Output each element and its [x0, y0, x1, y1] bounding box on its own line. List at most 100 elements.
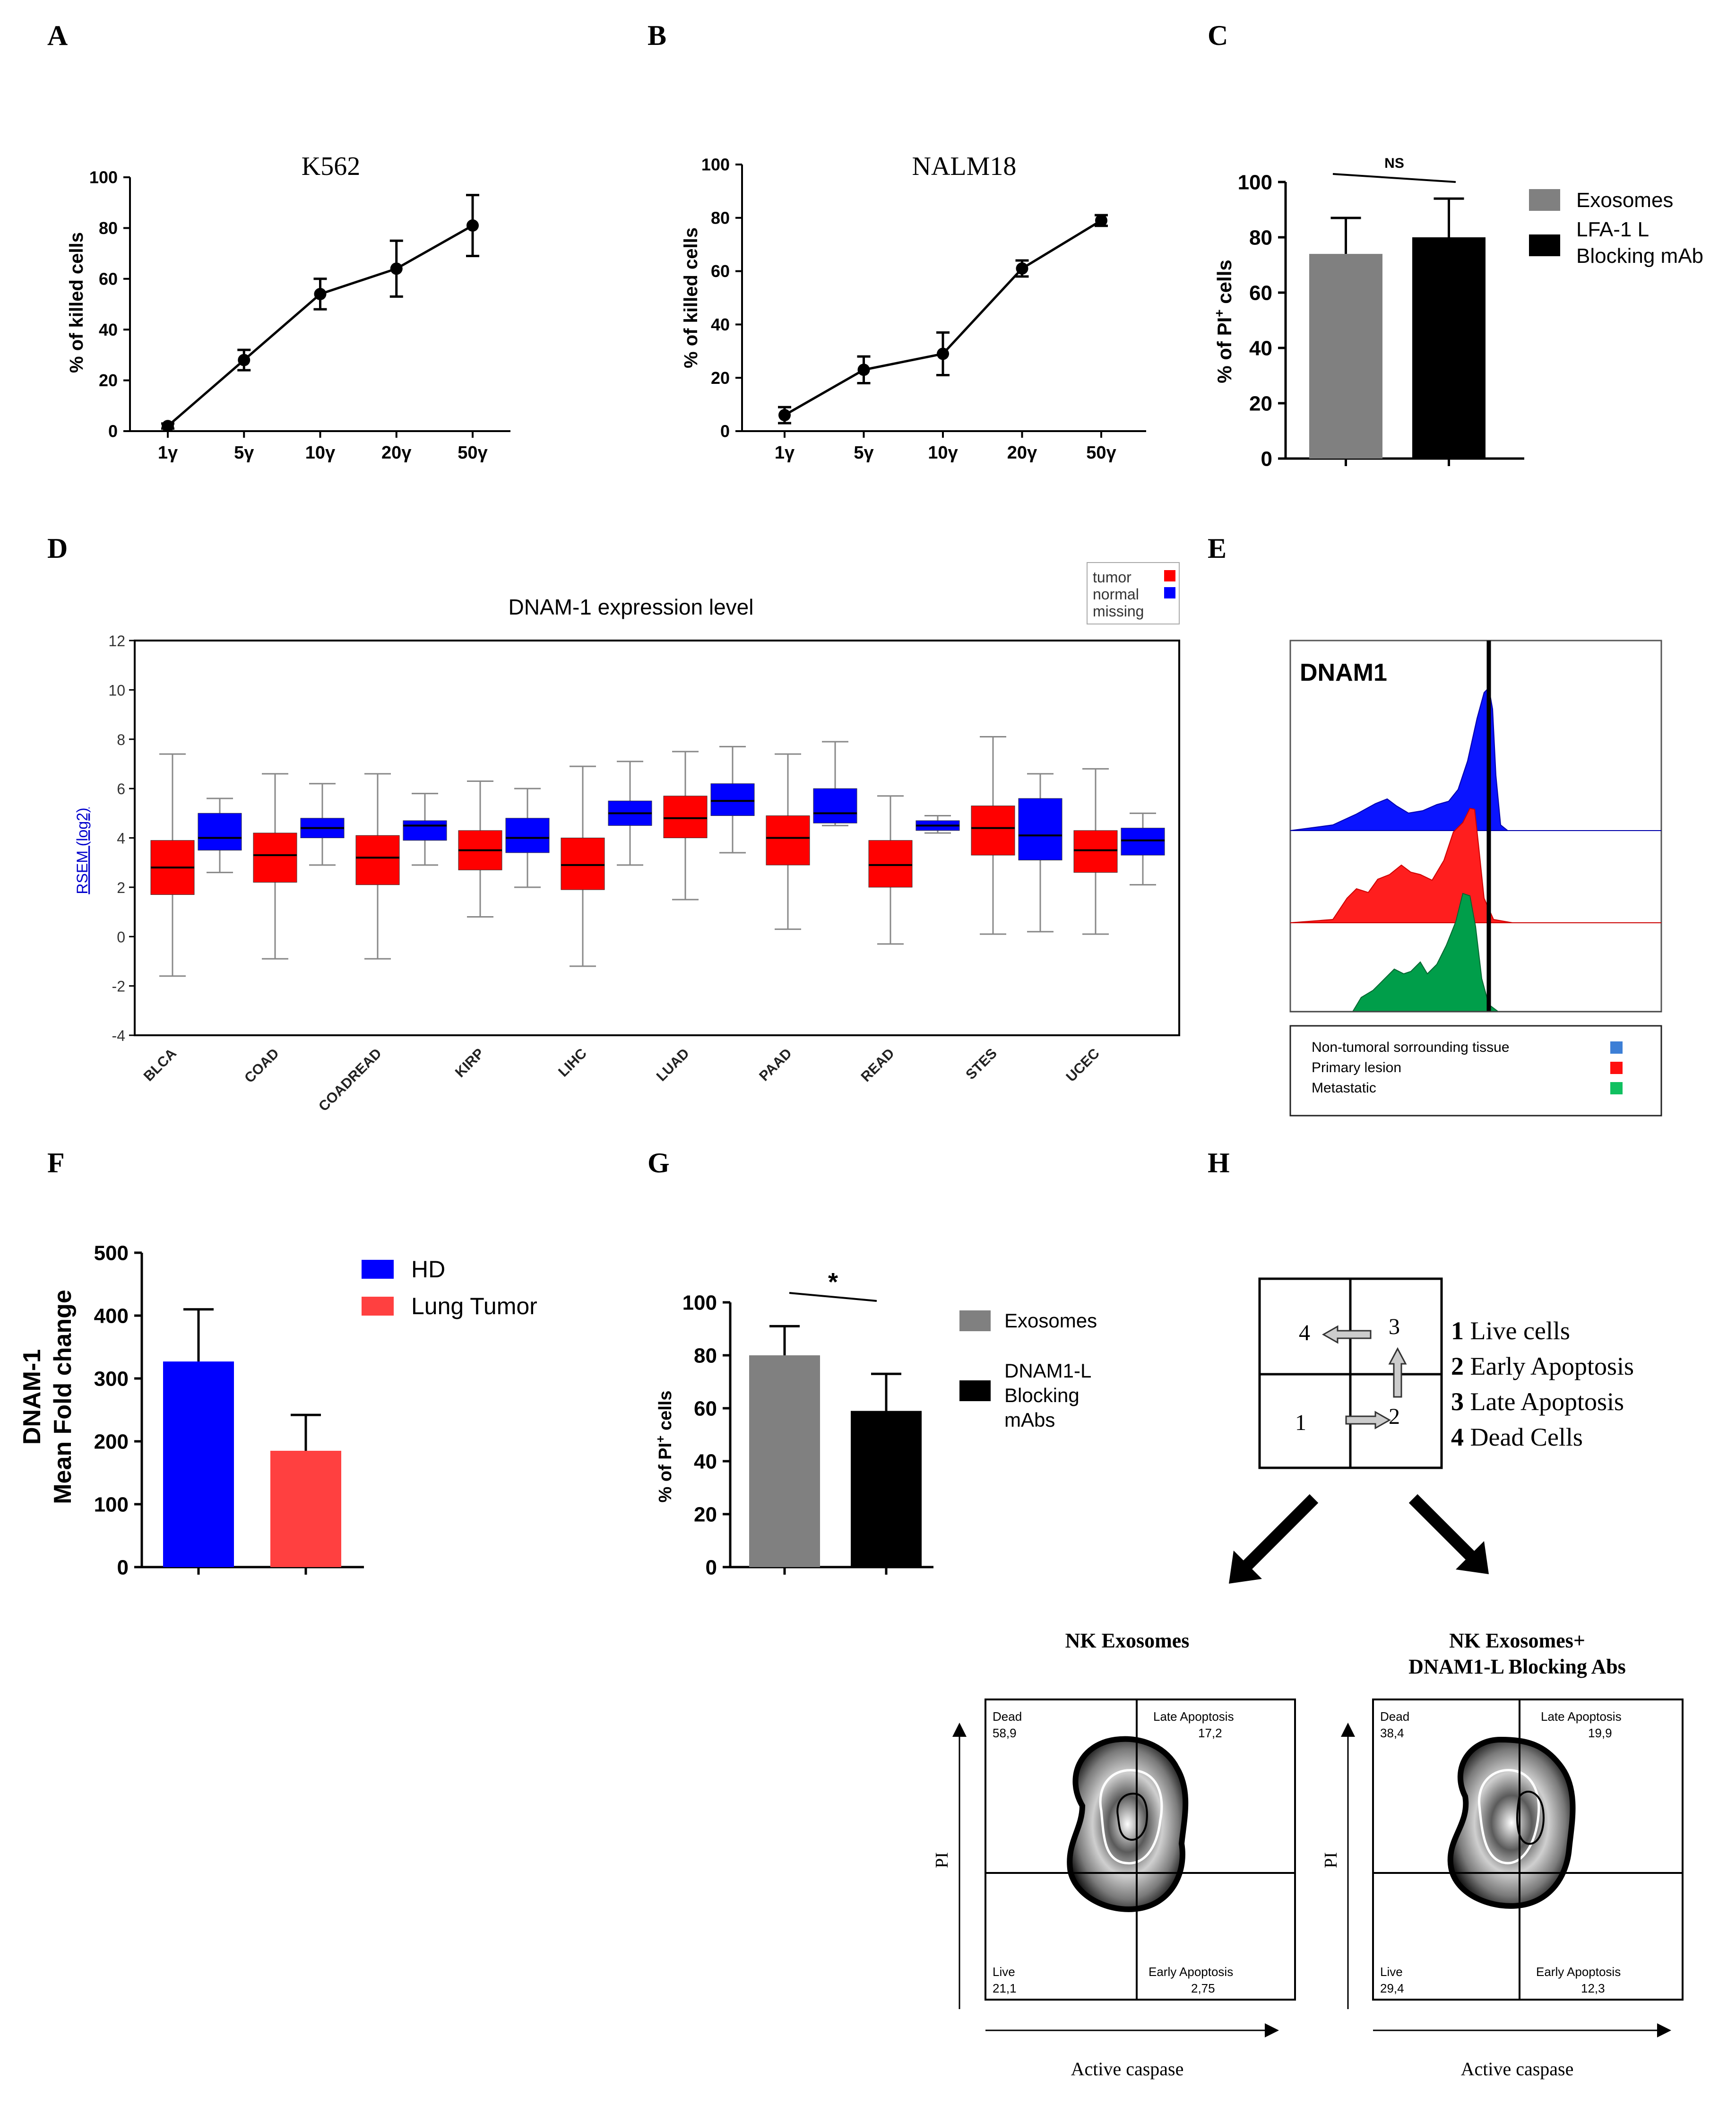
- panel-a-series-line: [167, 224, 474, 427]
- panel-d-legend-normal-swatch: [1164, 587, 1175, 598]
- panel-d-box-normal: [1018, 798, 1062, 860]
- panel-d-legend-box: [1087, 562, 1180, 624]
- panel-c-bar-chart: % of PI+ cells Exosomes LFA-1 L Blocking…: [1212, 156, 1703, 470]
- panel-e-legend-box: [1289, 1025, 1662, 1117]
- panel-letter-h: H: [1208, 1147, 1230, 1179]
- panel-f-y-tick-label: 500: [94, 1241, 129, 1265]
- panel-b-title: NALM18: [912, 152, 1017, 181]
- panel-d-x-tick-label: BLCA: [141, 1046, 180, 1084]
- panel-b-ylabel: % of killed cells: [681, 227, 701, 368]
- panel-c-legend-blocking-2: Blocking mAb: [1576, 244, 1703, 268]
- flow-plot-2-ylabel: PI: [1321, 1852, 1341, 1868]
- flow-plot-1-contour: [1067, 1736, 1189, 1912]
- panel-e-legend-nontumoral: Non-tumoral sorrounding tissue: [1312, 1040, 1510, 1055]
- flow-plot-2-contour-ring: [1478, 1768, 1540, 1864]
- panel-c-ylabel-end: cells: [1213, 260, 1235, 309]
- panel-d-box-tumor: [663, 796, 708, 838]
- panel-g-legend-exosomes: Exosomes: [1004, 1309, 1097, 1332]
- panel-a-x-tick-label: 1γ: [158, 443, 178, 463]
- panel-g-legend-blocking-3: mAbs: [1004, 1409, 1055, 1431]
- panel-d-legend-missing: missing: [1093, 603, 1144, 620]
- flow-plot-1-early-value: 2,75: [1191, 1981, 1215, 1995]
- panel-f-bar: [163, 1361, 234, 1567]
- panel-g-bar: [749, 1355, 820, 1567]
- panel-h-arrow-up-icon: [1388, 1347, 1407, 1398]
- panel-h-legend-2: 2 Early Apoptosis: [1451, 1352, 1634, 1380]
- panel-a-y-tick-label: 100: [89, 168, 118, 187]
- flow-plot-2-title-2: DNAM1-L Blocking Abs: [1408, 1655, 1626, 1678]
- panel-d-box-normal: [403, 820, 447, 841]
- panel-d-y-tick-label: 12: [108, 633, 125, 650]
- panel-d-x-tick-label: READ: [858, 1046, 898, 1085]
- flow-plot-1: NK Exosomes Dead 58,9 Late Apoptosis 17,…: [932, 1629, 1296, 2080]
- panel-e-legend-primary-swatch: [1610, 1062, 1623, 1074]
- panel-d-box-tumor: [868, 840, 913, 888]
- panel-a-y-tick-label: 0: [108, 422, 118, 441]
- panel-h-legend-4-text: Dead Cells: [1464, 1423, 1583, 1451]
- panel-d-box-tumor: [355, 835, 400, 885]
- panel-g-legend-blocking-2: Blocking: [1004, 1384, 1080, 1406]
- panel-f-ylabel-2: Mean Fold change: [49, 1290, 77, 1504]
- panel-c-ylabel: % of PI+ cells: [1212, 260, 1235, 383]
- panel-b-y-tick-label: 20: [711, 368, 730, 388]
- panel-d-x-tick-label: COAD: [242, 1046, 282, 1086]
- panel-g-y-tick-label: 80: [694, 1344, 717, 1367]
- panel-c-legend-swatch-exosomes: [1529, 189, 1560, 211]
- flow-plot-1-dead-value: 58,9: [993, 1726, 1017, 1740]
- flow-plot-2-early-value: 12,3: [1581, 1981, 1605, 1995]
- panel-e-title: DNAM1: [1300, 659, 1387, 686]
- flow-plot-1-dead-label: Dead: [993, 1709, 1022, 1724]
- panel-h-legend-4: 4 Dead Cells: [1451, 1423, 1583, 1451]
- panel-c-bar: [1309, 254, 1382, 459]
- panel-g-y-tick-label: 100: [682, 1291, 717, 1314]
- panel-a-title: K562: [302, 152, 360, 181]
- panel-d-x-tick-label: UCEC: [1063, 1046, 1103, 1085]
- panel-d-y-tick-label: 10: [108, 682, 125, 699]
- panel-h-arrow-left-icon: [1321, 1325, 1372, 1344]
- panel-b-x-tick-label: 50γ: [1086, 443, 1116, 463]
- panel-b-x-tick-label: 1γ: [775, 443, 795, 463]
- panel-h-legend-2-num: 2: [1451, 1352, 1464, 1380]
- panel-c-y-tick-label: 0: [1261, 447, 1272, 470]
- panel-g-ylabel: % of PI+ cells: [653, 1391, 675, 1503]
- panel-letter-a: A: [47, 20, 68, 51]
- panel-h-q1: 1: [1295, 1410, 1306, 1435]
- panel-c-significance-line: [1332, 173, 1456, 183]
- panel-b-y-tick-label: 0: [720, 422, 730, 441]
- panel-a-y-tick-label: 20: [99, 371, 118, 390]
- panel-h-arrow-right-icon: [1345, 1411, 1391, 1430]
- panel-g-ylabel-end: cells: [656, 1391, 675, 1436]
- panel-d-y-tick-label: -2: [112, 978, 125, 995]
- panel-a-x-tick-label: 50γ: [458, 443, 487, 463]
- panel-a-data-point: [314, 288, 327, 301]
- panel-a-y-tick-label: 80: [99, 218, 118, 238]
- panel-f-bar-chart: DNAM-1 Mean Fold change HD Lung Tumor 0 1…: [18, 1241, 537, 1579]
- panel-d-title: DNAM-1 expression level: [509, 595, 754, 619]
- panel-e-legend-nontumoral-swatch: [1610, 1041, 1623, 1054]
- panel-h-legend-1-num: 1: [1451, 1317, 1464, 1345]
- panel-d-x-tick-label: COADREAD: [316, 1046, 385, 1115]
- panel-d-y-tick-label: -4: [112, 1027, 125, 1044]
- flow-plot-1-late-label: Late Apoptosis: [1153, 1709, 1234, 1724]
- panel-h-q4: 4: [1299, 1320, 1310, 1345]
- panel-e-histogram: DNAM1 Non-tumoral sorrounding tissue Pri…: [1289, 640, 1662, 1117]
- panel-f-y-tick-label: 0: [117, 1556, 129, 1579]
- panel-d-box-tumor: [561, 838, 605, 890]
- flow-plot-2-late-value: 19,9: [1588, 1726, 1612, 1740]
- panel-b-y-tick-label: 80: [711, 208, 730, 227]
- panel-e-histogram-green: [1352, 893, 1500, 1012]
- panel-d-x-tick-label: LIHC: [555, 1046, 590, 1080]
- panel-d-box-normal: [710, 783, 755, 816]
- panel-f-y-tick-label: 100: [94, 1493, 129, 1516]
- panel-d-ylabel: RSEM (log2): [74, 807, 91, 894]
- panel-c-ylabel-main: % of PI: [1213, 317, 1235, 383]
- panel-g-legend-blocking-1: DNAM1-L: [1004, 1360, 1091, 1382]
- panel-d-x-tick-label: LUAD: [654, 1046, 692, 1084]
- flow-plot-1-live-value: 21,1: [993, 1981, 1017, 1995]
- flow-plot-1-ylabel: PI: [932, 1852, 952, 1868]
- panel-d-y-tick-label: 2: [117, 879, 125, 896]
- panel-a-y-tick-label: 40: [99, 320, 118, 339]
- panel-h-schematic: 4 3 1 2 1 Live cells 2 Early Apoptosis 3…: [1229, 1277, 1634, 1584]
- panel-b-data-point: [1095, 214, 1107, 227]
